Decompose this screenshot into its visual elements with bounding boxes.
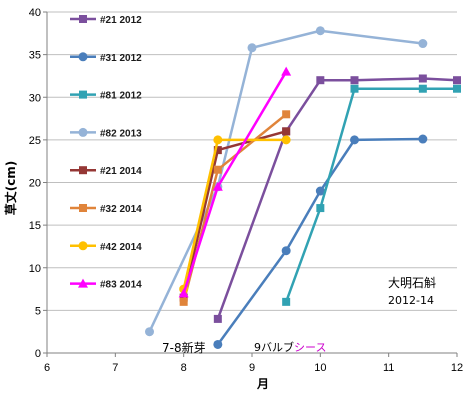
legend-item: #81 2012 — [70, 90, 142, 102]
legend-label: #21 2012 — [100, 15, 142, 26]
annotation-sheath-suffix: シース — [294, 341, 326, 354]
x-tick-label: 11 — [383, 362, 394, 374]
data-point — [418, 84, 427, 93]
x-tick-label: 12 — [451, 362, 463, 374]
legend-item: #21 2014 — [70, 166, 142, 177]
legend-item: #42 2014 — [70, 241, 142, 253]
data-point — [247, 43, 257, 53]
series-line — [148, 29, 423, 333]
series-line — [216, 137, 423, 346]
x-tick-label: 6 — [44, 362, 50, 374]
data-point — [282, 297, 291, 306]
data-point — [453, 76, 461, 85]
series-line — [216, 77, 458, 320]
legend-label: #83 2014 — [100, 280, 142, 291]
data-point — [316, 204, 325, 213]
data-point — [282, 110, 291, 119]
series-3 — [282, 84, 461, 306]
y-tick-label: 5 — [35, 305, 41, 317]
legend-marker — [78, 52, 88, 62]
annotation-new-buds: 7-8新芽 — [162, 340, 206, 355]
data-point — [213, 135, 223, 145]
annotation-bulb-prefix: 9バルブ — [254, 340, 294, 354]
data-point — [282, 127, 291, 136]
legend-item: #31 2012 — [70, 52, 142, 64]
legend: #21 2012 #31 2012 #81 2012 #82 2013 #21 2014… — [70, 15, 142, 291]
series-8 — [178, 66, 292, 298]
data-point — [213, 146, 222, 155]
x-tick-label: 8 — [181, 362, 187, 374]
data-point — [212, 181, 223, 191]
data-point — [350, 84, 359, 93]
data-point — [315, 186, 325, 196]
y-tick-label: 30 — [29, 92, 41, 104]
legend-label: #42 2014 — [100, 242, 142, 253]
x-tick-label: 10 — [314, 362, 326, 374]
legend-item: #32 2014 — [70, 204, 142, 215]
series-2 — [213, 134, 428, 349]
data-point — [281, 135, 291, 145]
legend-label: #82 2013 — [100, 128, 142, 139]
data-point — [145, 327, 154, 337]
data-point — [179, 297, 188, 306]
legend-marker — [79, 166, 87, 175]
annotation-species: 大明石斛 — [388, 276, 436, 290]
data-point — [316, 76, 325, 85]
y-tick-label: 25 — [29, 135, 41, 147]
legend-label: #32 2014 — [100, 204, 142, 215]
legend-marker — [78, 127, 88, 137]
data-point — [418, 39, 428, 49]
y-tick-labels: 0 5 10 15 20 25 30 35 40 — [29, 7, 41, 360]
data-point — [213, 339, 223, 349]
legend-label: #81 2012 — [100, 91, 142, 102]
y-tick-label: 15 — [29, 220, 41, 232]
series-line — [182, 138, 287, 290]
data-point — [213, 314, 222, 323]
legend-label: #21 2014 — [100, 166, 142, 177]
data-point — [350, 135, 359, 145]
legend-marker — [79, 90, 87, 99]
x-axis-title: 月 — [256, 377, 269, 391]
x-tick-labels: 6 7 8 9 10 11 12 — [44, 362, 463, 374]
legend-marker — [79, 15, 87, 23]
annotation-bulb-sheath: 9バルブシース — [254, 340, 326, 354]
axes — [43, 11, 458, 357]
legend-marker — [78, 278, 88, 288]
data-point — [281, 246, 291, 256]
x-tick-label: 7 — [112, 362, 118, 374]
data-point — [418, 74, 427, 83]
y-tick-label: 40 — [29, 7, 41, 19]
legend-item: #21 2012 — [70, 15, 142, 26]
data-point — [418, 134, 428, 144]
y-tick-label: 20 — [29, 178, 41, 190]
x-tick-label: 9 — [249, 362, 255, 374]
legend-marker — [78, 241, 88, 251]
y-tick-label: 10 — [29, 263, 41, 275]
y-tick-label: 0 — [35, 348, 41, 360]
series-group — [145, 26, 461, 349]
annotation-years: 2012-14 — [388, 294, 434, 307]
legend-marker — [79, 204, 87, 212]
y-axis-title: 草丈(cm) — [3, 161, 18, 216]
data-point — [350, 76, 359, 85]
legend-item: #82 2013 — [70, 127, 142, 139]
data-point — [178, 288, 189, 298]
data-point — [281, 66, 292, 76]
legend-label: #31 2012 — [100, 53, 142, 64]
series-line — [284, 87, 457, 303]
y-tick-label: 35 — [29, 50, 41, 62]
data-point — [213, 165, 222, 174]
legend-item: #83 2014 — [70, 278, 142, 291]
data-point — [453, 84, 461, 93]
data-point — [315, 26, 325, 36]
